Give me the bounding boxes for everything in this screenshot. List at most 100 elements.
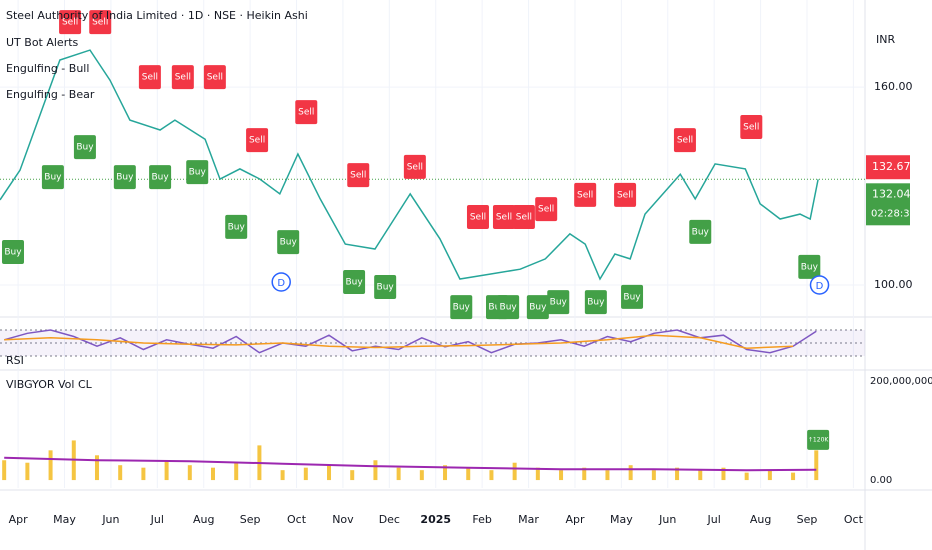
signal-label <box>547 290 570 315</box>
volume-bar <box>605 470 610 481</box>
signal-text: Sell <box>62 18 78 28</box>
volume-bar <box>234 462 239 481</box>
x-tick-label: Sep <box>797 513 818 526</box>
signal-label <box>614 182 637 207</box>
volume-bar <box>303 467 308 481</box>
volume-bar <box>466 467 471 481</box>
volume-bar <box>48 450 53 481</box>
x-tick-label: Feb <box>472 513 491 526</box>
signal-label <box>621 284 644 309</box>
x-tick-label: Nov <box>332 513 354 526</box>
signal-label <box>59 10 82 35</box>
price-tag <box>866 155 910 180</box>
signal-text: Sell <box>577 190 593 200</box>
signal-text: Buy <box>44 173 62 183</box>
signal-text: Buy <box>801 262 819 272</box>
x-tick-label: Apr <box>9 513 29 526</box>
x-tick-label: May <box>53 513 76 526</box>
signal-label <box>450 295 473 320</box>
signal-label <box>1 240 24 264</box>
volume-bar <box>211 467 216 481</box>
signal-label <box>186 160 209 185</box>
signal-label <box>689 219 712 244</box>
x-tick-label: Oct <box>844 513 864 526</box>
indicator-label: Engulfing - Bear <box>6 88 95 101</box>
volume-bar <box>164 460 169 481</box>
dividend-marker <box>271 272 291 292</box>
price-tag-text: 132.67 <box>872 160 911 173</box>
volume-bar <box>141 467 146 481</box>
volume-bar <box>187 465 192 481</box>
volume-bar <box>327 465 332 481</box>
x-tick-label: Oct <box>287 513 307 526</box>
volume-bar <box>2 460 7 481</box>
signal-label <box>374 274 397 299</box>
signal-text: Buy <box>377 282 395 292</box>
signal-label <box>347 163 370 188</box>
volume-bar <box>582 467 587 481</box>
signal-text: Buy <box>529 303 547 313</box>
signal-text: Sell <box>92 18 108 28</box>
signal-text: Buy <box>228 222 246 232</box>
signal-text: Buy <box>453 303 471 313</box>
signal-label <box>343 270 366 295</box>
signal-text: Sell <box>496 213 512 223</box>
x-tick-label: 2025 <box>420 513 451 526</box>
dividend-text: D <box>816 281 824 292</box>
volume-bar <box>25 462 30 481</box>
signal-text: Sell <box>298 108 314 118</box>
signal-text: Buy <box>280 238 298 248</box>
signal-label <box>171 65 194 90</box>
currency: INR <box>876 33 895 46</box>
signal-text: Buy <box>189 168 207 178</box>
signal-label <box>526 295 549 320</box>
dividend-marker <box>809 275 830 295</box>
signal-text: Sell <box>407 162 423 172</box>
signal-label <box>466 205 489 230</box>
dividend-text: D <box>277 278 285 289</box>
signal-text: Sell <box>470 213 486 223</box>
signal-text: Buy <box>500 303 518 313</box>
x-tick-label: Dec <box>379 513 400 526</box>
x-tick-label: Aug <box>750 513 771 526</box>
price-line <box>3 329 817 354</box>
signal-label <box>574 182 597 207</box>
volume-bar <box>512 462 517 481</box>
signal-text: Sell <box>743 122 759 132</box>
volume-annotation <box>807 429 830 450</box>
y-tick-label: 200,000,000.00 <box>870 376 932 387</box>
signal-text: Sell <box>516 213 532 223</box>
signal-text: Sell <box>249 136 265 146</box>
x-tick-label: Aug <box>193 513 214 526</box>
volume-bar <box>535 467 540 481</box>
countdown: 02:28:37 <box>871 208 916 219</box>
x-tick-label: Apr <box>565 513 585 526</box>
signal-text: Sell <box>350 171 366 181</box>
signal-label <box>138 65 161 90</box>
price-tag <box>866 183 910 226</box>
volume-ma <box>4 456 817 472</box>
signal-label <box>512 205 535 230</box>
signal-label <box>740 114 763 139</box>
signal-text: Sell <box>142 73 158 83</box>
signal-label <box>403 154 426 179</box>
signal-label <box>149 165 172 190</box>
signal-text: Buy <box>116 173 134 183</box>
volume-bar <box>443 465 448 481</box>
signal-text: Sell <box>175 73 191 83</box>
volume-bar <box>744 472 749 481</box>
volume-bar <box>651 470 656 481</box>
y-tick-label: 0.00 <box>870 475 892 486</box>
signal-text: Buy <box>151 173 169 183</box>
pane-title: VIBGYOR Vol CL <box>6 378 93 391</box>
volume-bar <box>396 467 401 481</box>
signal-label <box>535 197 558 222</box>
signal-text: Buy <box>76 143 94 153</box>
signal-label <box>113 165 136 190</box>
y-tick-label: 100.00 <box>874 278 913 291</box>
signal-text: Buy <box>4 248 22 258</box>
volume-bar <box>280 470 285 481</box>
x-tick-label: Jul <box>707 513 721 526</box>
signal-text: Sell <box>677 136 693 146</box>
